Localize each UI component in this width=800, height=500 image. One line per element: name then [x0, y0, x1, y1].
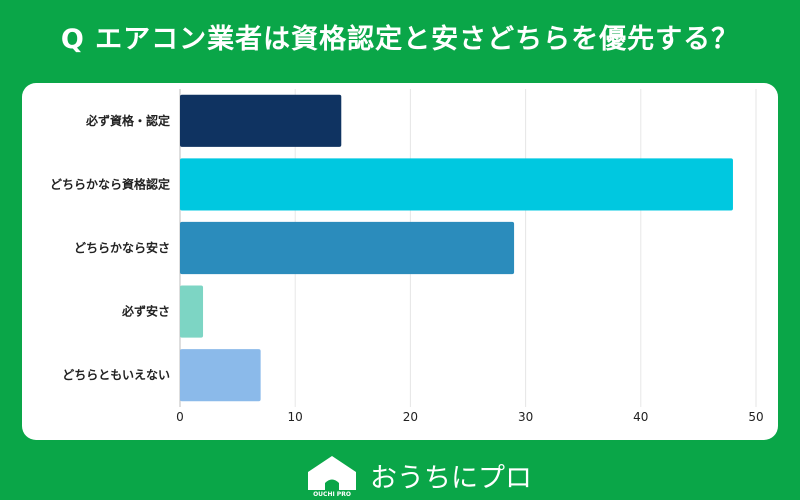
chart-title: Q エアコン業者は資格認定と安さどちらを優先する？	[60, 24, 740, 55]
x-tick-label: 0	[176, 410, 184, 424]
bar	[180, 94, 342, 147]
x-tick-label: 20	[403, 410, 418, 424]
x-tick-label: 50	[748, 410, 763, 424]
x-tick-labels: 0 10 20 30 40 50	[176, 410, 763, 424]
category-label: どちらかなら資格認定	[50, 176, 170, 191]
footer: OUCHI PRO おうちにプロ	[0, 448, 800, 500]
bar	[180, 349, 261, 402]
x-tick-label: 30	[518, 410, 533, 424]
category-label: どちらともいえない	[62, 368, 170, 382]
category-label: 必ず安さ	[121, 304, 170, 319]
category-label: 必ず資格・認定	[85, 113, 170, 128]
chart-panel: 必ず資格・認定どちらかなら資格認定どちらかなら安さ必ず安さどちらともいえない 0…	[22, 83, 778, 440]
house-logo-icon: OUCHI PRO	[308, 456, 356, 498]
bar	[180, 158, 733, 211]
bar	[180, 285, 204, 338]
category-label: どちらかなら安さ	[74, 240, 170, 255]
bar	[180, 221, 515, 275]
x-tick-label: 40	[633, 410, 648, 424]
x-tick-label: 10	[288, 410, 303, 424]
logo-mark-text: OUCHI PRO	[313, 491, 351, 498]
brand-name: おうちにプロ	[370, 463, 532, 494]
bars	[180, 94, 733, 402]
